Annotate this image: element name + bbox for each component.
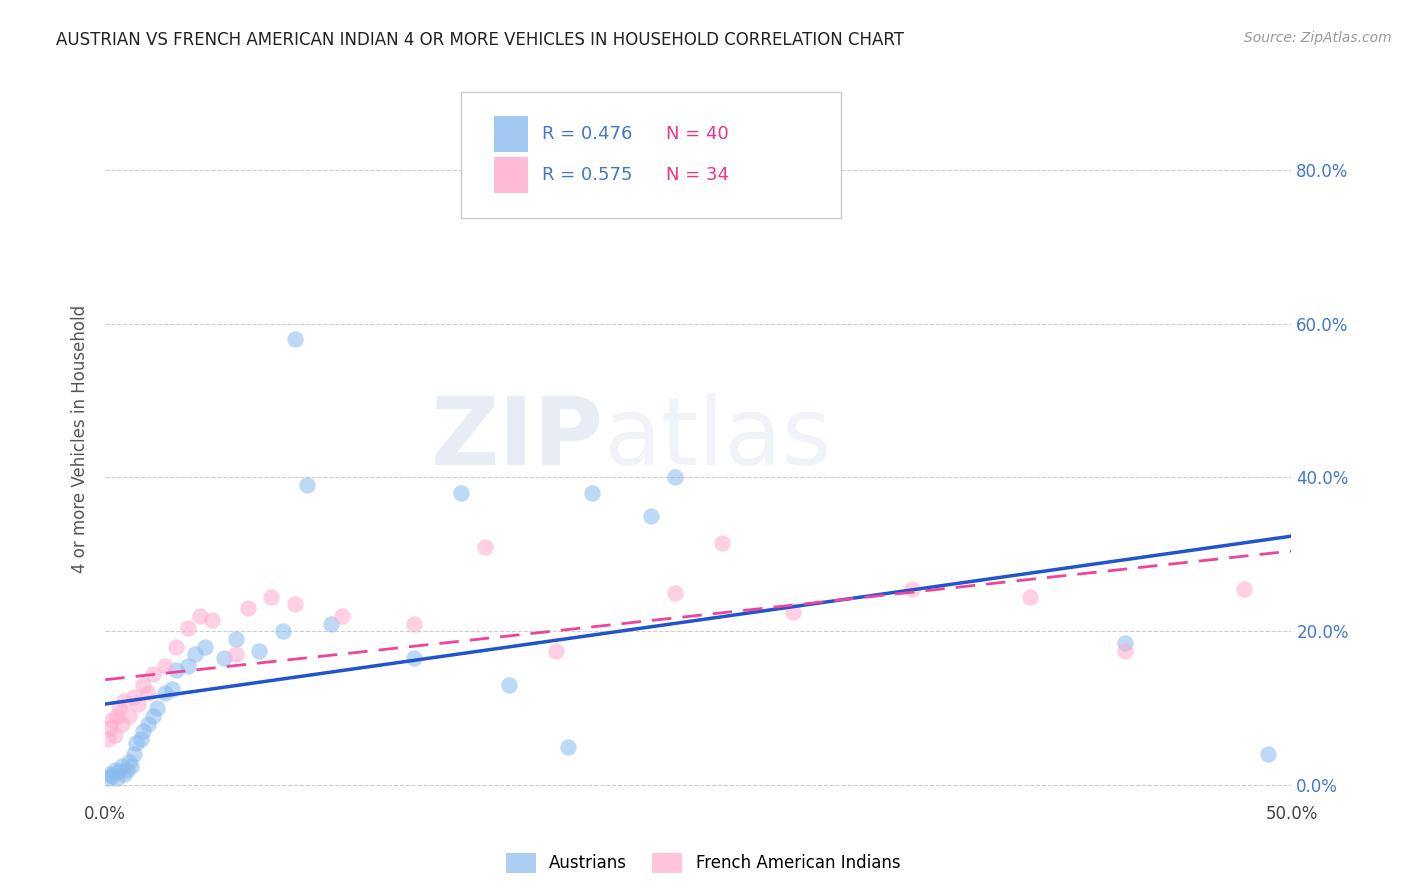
Point xyxy=(136,686,159,700)
Point xyxy=(201,613,224,627)
Point xyxy=(132,724,155,739)
Y-axis label: 4 or more Vehicles in Household: 4 or more Vehicles in Household xyxy=(72,305,89,573)
Point xyxy=(98,721,121,735)
Point xyxy=(194,640,217,654)
Point xyxy=(236,601,259,615)
Point xyxy=(664,586,686,600)
Point xyxy=(225,648,247,662)
Point xyxy=(284,332,307,346)
Text: Source: ZipAtlas.com: Source: ZipAtlas.com xyxy=(1244,31,1392,45)
Legend: Austrians, French American Indians: Austrians, French American Indians xyxy=(499,847,907,880)
Point xyxy=(104,763,127,777)
Point xyxy=(105,709,128,723)
Point xyxy=(104,728,127,742)
Point xyxy=(249,643,271,657)
Text: R = 0.575: R = 0.575 xyxy=(541,166,633,184)
Point xyxy=(212,651,235,665)
Point xyxy=(1114,643,1136,657)
Point xyxy=(544,643,567,657)
Text: N = 34: N = 34 xyxy=(666,166,730,184)
FancyBboxPatch shape xyxy=(495,116,527,152)
FancyBboxPatch shape xyxy=(495,157,527,194)
Point xyxy=(118,709,141,723)
Text: ZIP: ZIP xyxy=(430,393,603,485)
Point xyxy=(901,582,924,596)
Point xyxy=(97,732,120,747)
Point xyxy=(319,616,342,631)
Point xyxy=(136,716,159,731)
Point xyxy=(402,616,425,631)
Point xyxy=(146,701,169,715)
Point xyxy=(115,763,138,777)
Point xyxy=(108,701,131,715)
Point xyxy=(153,659,176,673)
Point xyxy=(142,709,165,723)
Point xyxy=(332,609,354,624)
Point xyxy=(97,771,120,785)
Point xyxy=(664,470,686,484)
Point xyxy=(402,651,425,665)
Point xyxy=(284,598,307,612)
Point xyxy=(112,766,135,780)
FancyBboxPatch shape xyxy=(461,92,841,219)
Point xyxy=(160,681,183,696)
Text: atlas: atlas xyxy=(603,393,832,485)
Point xyxy=(122,690,145,704)
Point xyxy=(177,659,200,673)
Point xyxy=(142,666,165,681)
Point xyxy=(122,747,145,762)
Point xyxy=(111,716,134,731)
Point xyxy=(153,686,176,700)
Point xyxy=(101,769,124,783)
Point xyxy=(129,732,152,747)
Point xyxy=(125,736,148,750)
Point xyxy=(184,648,207,662)
Point xyxy=(271,624,294,639)
Text: N = 40: N = 40 xyxy=(666,125,730,143)
Point xyxy=(711,536,734,550)
Point xyxy=(120,759,142,773)
Point xyxy=(498,678,520,692)
Point xyxy=(127,698,149,712)
Point xyxy=(132,678,155,692)
Point xyxy=(581,486,603,500)
Point xyxy=(1233,582,1256,596)
Point xyxy=(188,609,211,624)
Point xyxy=(225,632,247,646)
Point xyxy=(118,755,141,769)
Point xyxy=(108,764,131,779)
Point xyxy=(111,759,134,773)
Point xyxy=(98,766,121,780)
Point xyxy=(260,590,283,604)
Point xyxy=(112,693,135,707)
Point xyxy=(1019,590,1042,604)
Point xyxy=(1257,747,1279,762)
Text: AUSTRIAN VS FRENCH AMERICAN INDIAN 4 OR MORE VEHICLES IN HOUSEHOLD CORRELATION C: AUSTRIAN VS FRENCH AMERICAN INDIAN 4 OR … xyxy=(56,31,904,49)
Point xyxy=(177,620,200,634)
Point xyxy=(450,486,472,500)
Point xyxy=(640,508,662,523)
Point xyxy=(295,478,318,492)
Point xyxy=(782,605,804,619)
Point xyxy=(474,540,496,554)
Point xyxy=(105,771,128,785)
Point xyxy=(165,663,187,677)
Point xyxy=(101,713,124,727)
Point xyxy=(1114,636,1136,650)
Point xyxy=(165,640,187,654)
Point xyxy=(557,739,579,754)
Text: R = 0.476: R = 0.476 xyxy=(541,125,633,143)
